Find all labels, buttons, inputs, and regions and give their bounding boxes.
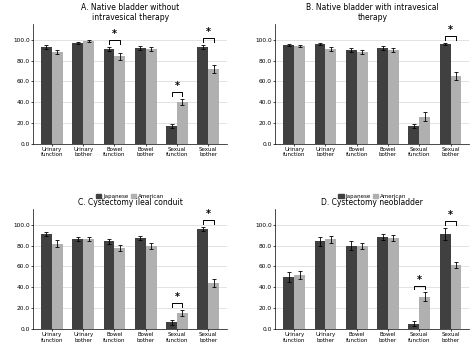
Bar	[377, 237, 388, 329]
Legend: Japanese, American: Japanese, American	[336, 192, 409, 201]
Bar	[135, 48, 146, 144]
Bar	[450, 265, 462, 329]
Title: D. Cystectomy neobladder: D. Cystectomy neobladder	[321, 198, 423, 207]
Bar	[294, 46, 305, 144]
Bar	[315, 242, 326, 329]
Bar	[166, 126, 177, 144]
Bar	[52, 244, 63, 329]
Bar	[83, 239, 94, 329]
Title: B. Native bladder with intravesical
therapy: B. Native bladder with intravesical ther…	[306, 3, 439, 22]
Bar	[83, 41, 94, 144]
Bar	[326, 239, 337, 329]
Text: *: *	[417, 275, 422, 284]
Bar	[283, 277, 294, 329]
Bar	[103, 49, 114, 144]
Bar	[72, 43, 83, 144]
Bar	[357, 52, 368, 144]
Bar	[294, 275, 305, 329]
Bar	[419, 117, 430, 144]
Bar	[72, 239, 83, 329]
Bar	[388, 238, 399, 329]
Bar	[114, 248, 126, 329]
Text: *: *	[448, 25, 453, 35]
Bar	[439, 44, 450, 144]
Title: A. Native bladder without
intravesical therapy: A. Native bladder without intravesical t…	[81, 3, 179, 22]
Bar	[283, 45, 294, 144]
Bar	[315, 44, 326, 144]
Bar	[326, 49, 337, 144]
Text: *: *	[112, 29, 117, 39]
Title: C. Cystectomy ileal conduit: C. Cystectomy ileal conduit	[78, 198, 182, 207]
Bar	[41, 234, 52, 329]
Bar	[450, 76, 462, 144]
Bar	[208, 283, 219, 329]
Text: *: *	[448, 210, 453, 220]
Text: *: *	[174, 292, 180, 302]
Bar	[146, 49, 157, 144]
Bar	[177, 102, 188, 144]
Bar	[166, 322, 177, 329]
Bar	[408, 324, 419, 329]
Bar	[114, 56, 126, 144]
Bar	[346, 50, 357, 144]
Bar	[439, 234, 450, 329]
Bar	[103, 242, 114, 329]
Bar	[146, 246, 157, 329]
Bar	[208, 69, 219, 144]
Bar	[346, 246, 357, 329]
Bar	[419, 297, 430, 329]
Bar	[197, 229, 208, 329]
Text: *: *	[206, 209, 211, 219]
Bar	[52, 52, 63, 144]
Legend: Japanese, American: Japanese, American	[94, 192, 166, 201]
Bar	[41, 47, 52, 144]
Bar	[388, 50, 399, 144]
Bar	[177, 313, 188, 329]
Bar	[197, 47, 208, 144]
Bar	[408, 126, 419, 144]
Text: *: *	[174, 81, 180, 91]
Bar	[135, 238, 146, 329]
Bar	[377, 48, 388, 144]
Bar	[357, 246, 368, 329]
Text: *: *	[206, 27, 211, 37]
